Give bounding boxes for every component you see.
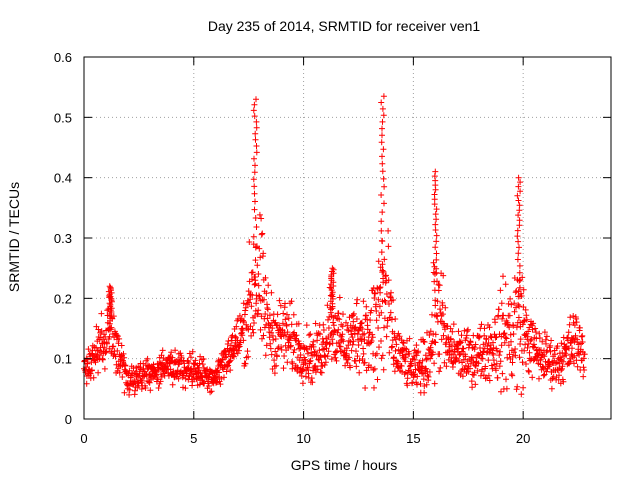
y-axis-label: SRMTID / TECUs <box>6 182 22 292</box>
series-srmtid-markers <box>81 93 588 398</box>
x-tick-label: 20 <box>516 431 530 446</box>
x-tick-label: 0 <box>80 431 87 446</box>
x-tick-label: 5 <box>190 431 197 446</box>
y-tick-label: 0 <box>65 412 72 427</box>
x-axis-label: GPS time / hours <box>291 457 398 473</box>
y-tick-label: 0.5 <box>54 110 72 125</box>
y-tick-label: 0.6 <box>54 50 72 65</box>
grid <box>84 57 611 419</box>
data-points <box>81 93 588 398</box>
x-axis: 0 5 10 15 20 <box>80 57 530 446</box>
chart-title: Day 235 of 2014, SRMTID for receiver ven… <box>208 18 481 34</box>
x-tick-label: 10 <box>296 431 310 446</box>
x-tick-label: 15 <box>406 431 420 446</box>
y-axis: 0 0.1 0.2 0.3 0.4 0.5 0.6 <box>54 50 611 427</box>
y-tick-label: 0.2 <box>54 291 72 306</box>
y-tick-label: 0.4 <box>54 171 72 186</box>
y-tick-label: 0.1 <box>54 352 72 367</box>
y-tick-label: 0.3 <box>54 231 72 246</box>
